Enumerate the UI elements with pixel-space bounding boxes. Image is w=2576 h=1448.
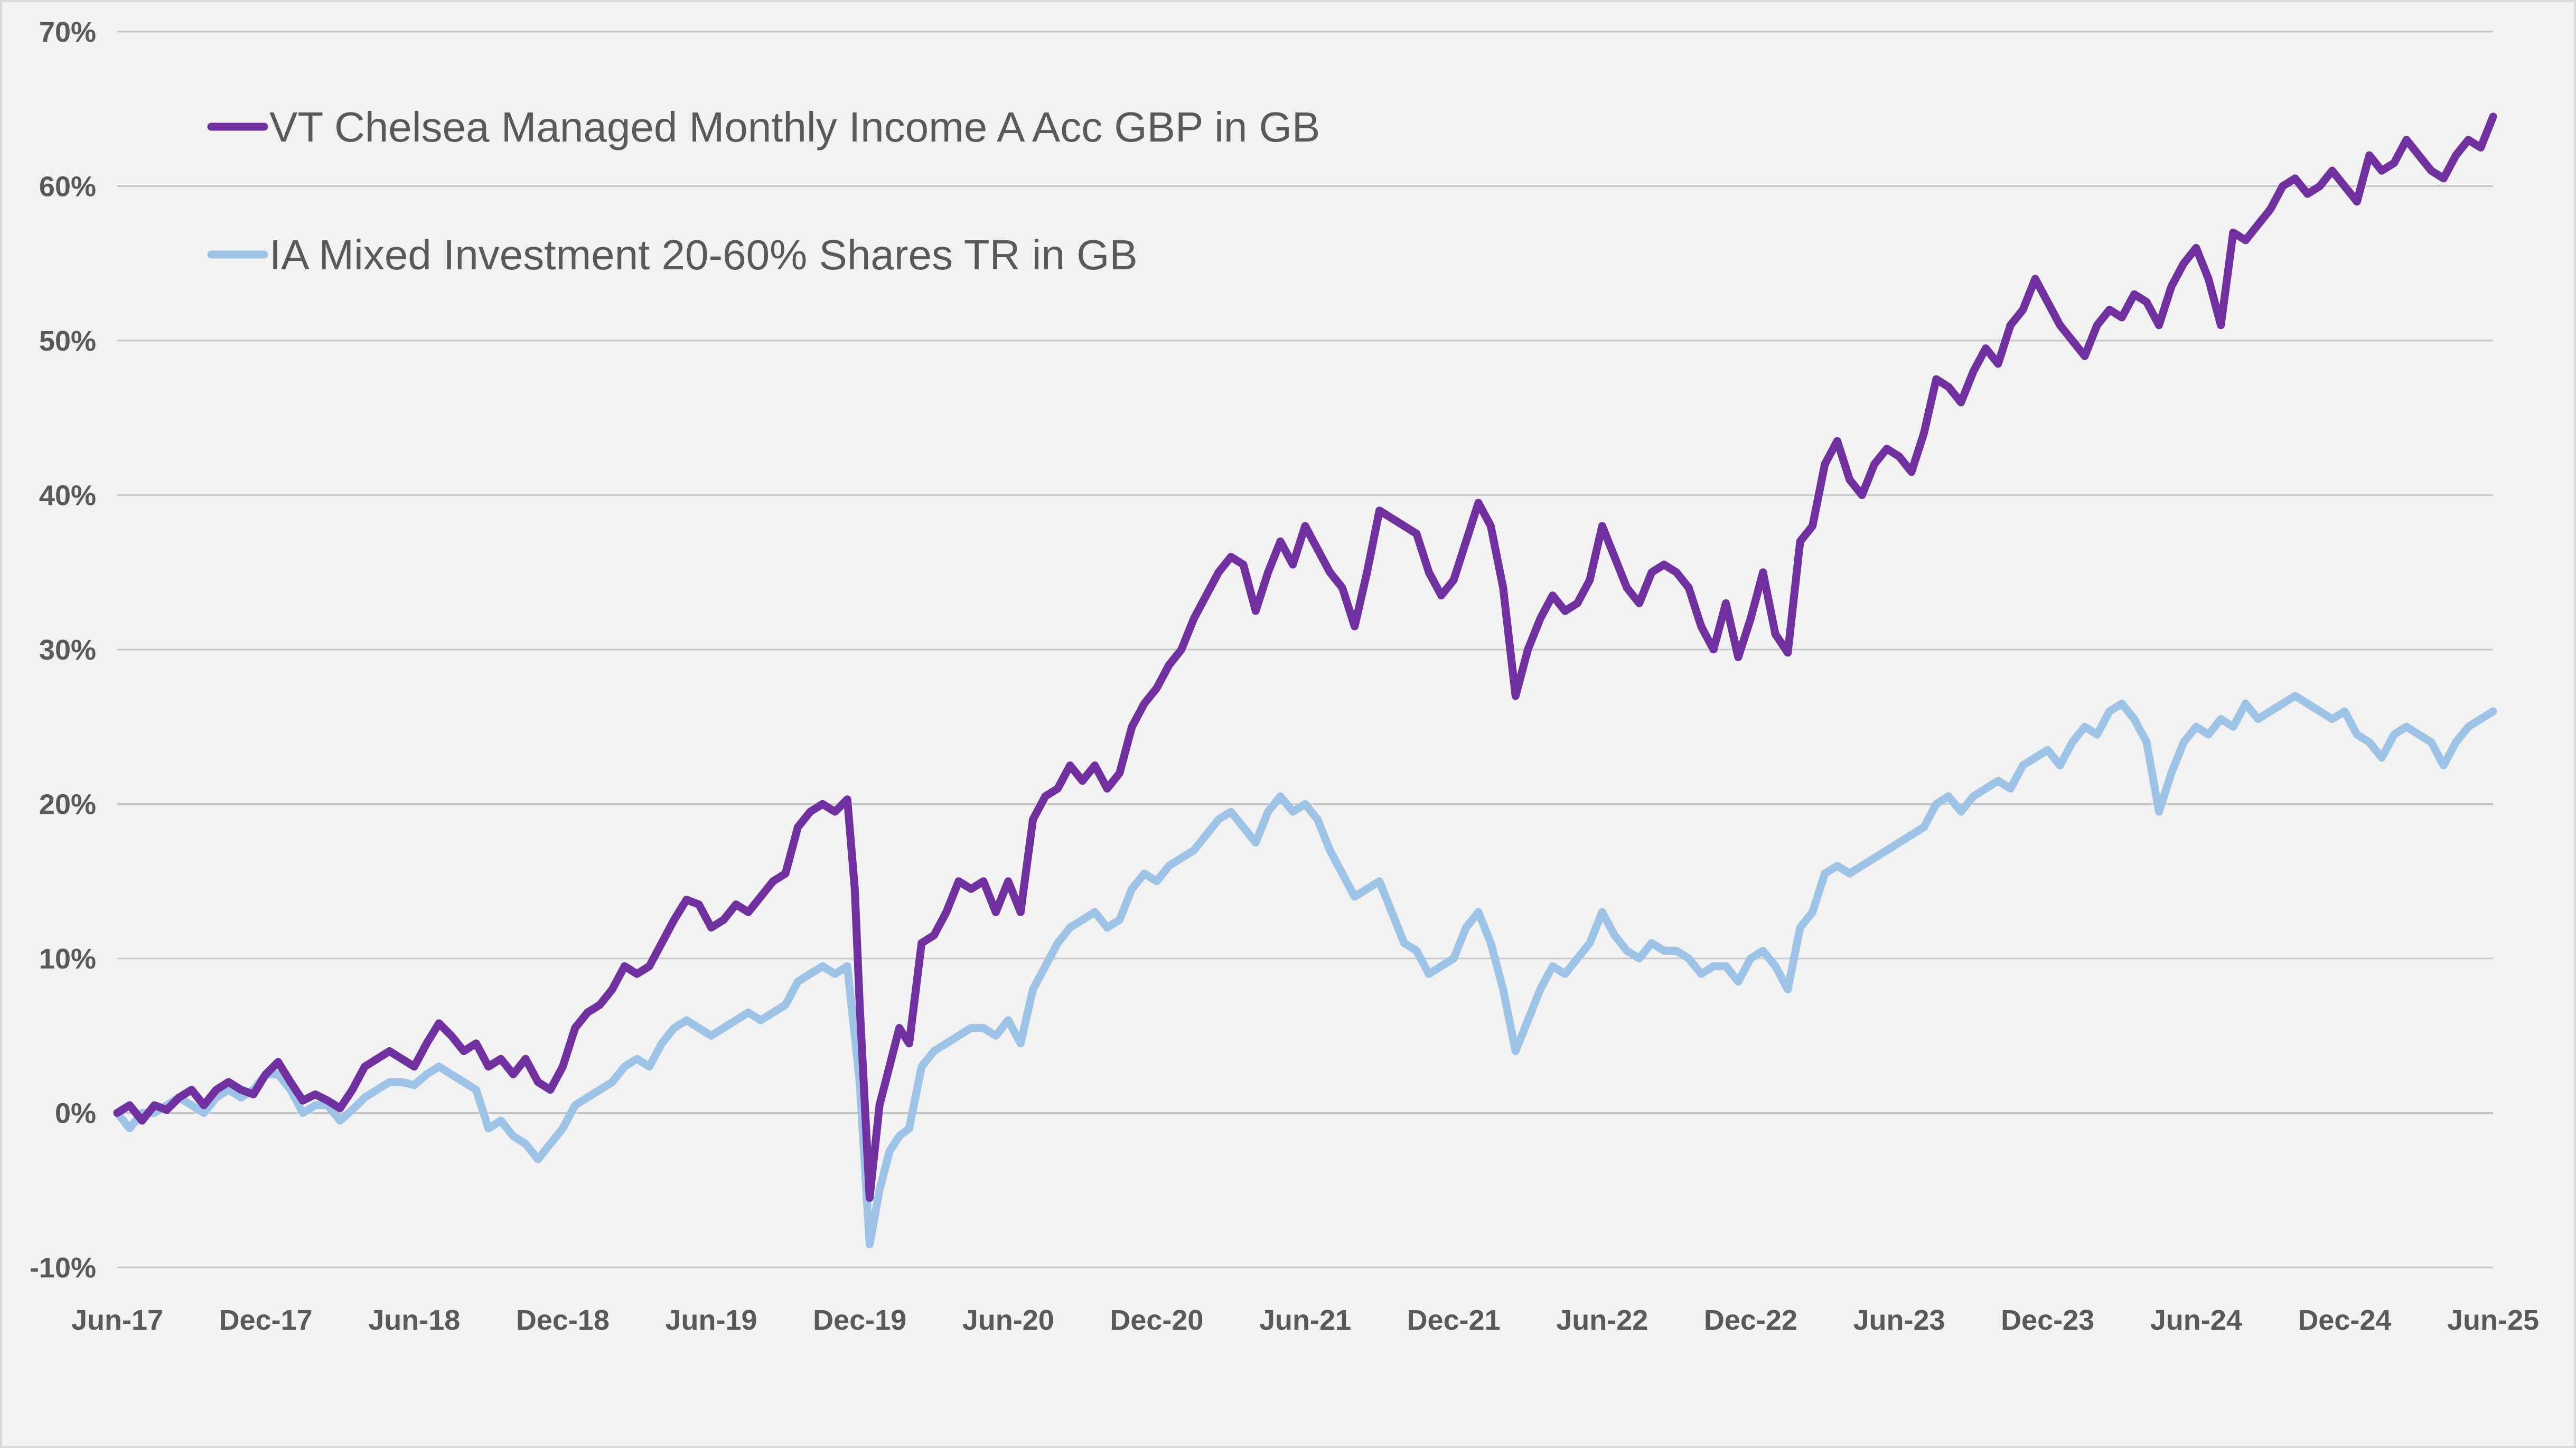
y-tick-label: 60% [39,171,96,203]
x-tick-label: Jun-22 [1556,1304,1648,1336]
x-tick-label: Dec-22 [1704,1304,1797,1336]
x-axis-ticks: Jun-17 Dec-17 Jun-18 Dec-18 Jun-19 Dec-19 Jun-… [71,1304,2539,1336]
x-tick-label: Dec-19 [813,1304,906,1336]
x-tick-label: Dec-20 [1110,1304,1203,1336]
x-tick-label: Dec-23 [2001,1304,2094,1336]
x-tick-label: Jun-19 [665,1304,757,1336]
x-tick-label: Jun-21 [1259,1304,1351,1336]
x-tick-label: Jun-18 [368,1304,460,1336]
y-tick-label: 30% [39,634,96,666]
x-tick-label: Jun-20 [962,1304,1054,1336]
gridlines [117,31,2493,1268]
x-tick-label: Jun-24 [2150,1304,2242,1336]
x-tick-label: Dec-24 [2298,1304,2391,1336]
legend: VT Chelsea Managed Monthly Income A Acc … [207,104,1320,278]
x-tick-label: Dec-18 [516,1304,610,1336]
x-tick-label: Dec-21 [1407,1304,1501,1336]
x-tick-label: Dec-17 [219,1304,313,1336]
x-tick-label: Jun-17 [71,1304,163,1336]
y-tick-label: 40% [39,480,96,512]
legend-label-ia-mixed: IA Mixed Investment 20-60% Shares TR in … [269,231,1138,278]
y-tick-label: -10% [30,1252,96,1284]
series-line-vt-chelsea [113,112,2497,1202]
series-line-ia-mixed [113,692,2497,1248]
x-tick-label: Jun-23 [1853,1304,1945,1336]
y-tick-label: 10% [39,943,96,975]
legend-label-vt-chelsea: VT Chelsea Managed Monthly Income A Acc … [269,104,1320,151]
y-tick-label: 0% [55,1098,96,1130]
y-tick-label: 20% [39,789,96,821]
series-lines [113,112,2497,1248]
y-axis-ticks: -10% 0% 10% 20% 30% 40% 50% 60% 70% [30,16,96,1284]
y-tick-label: 50% [39,325,96,357]
y-tick-label: 70% [39,16,96,48]
x-tick-label: Jun-25 [2447,1304,2539,1336]
